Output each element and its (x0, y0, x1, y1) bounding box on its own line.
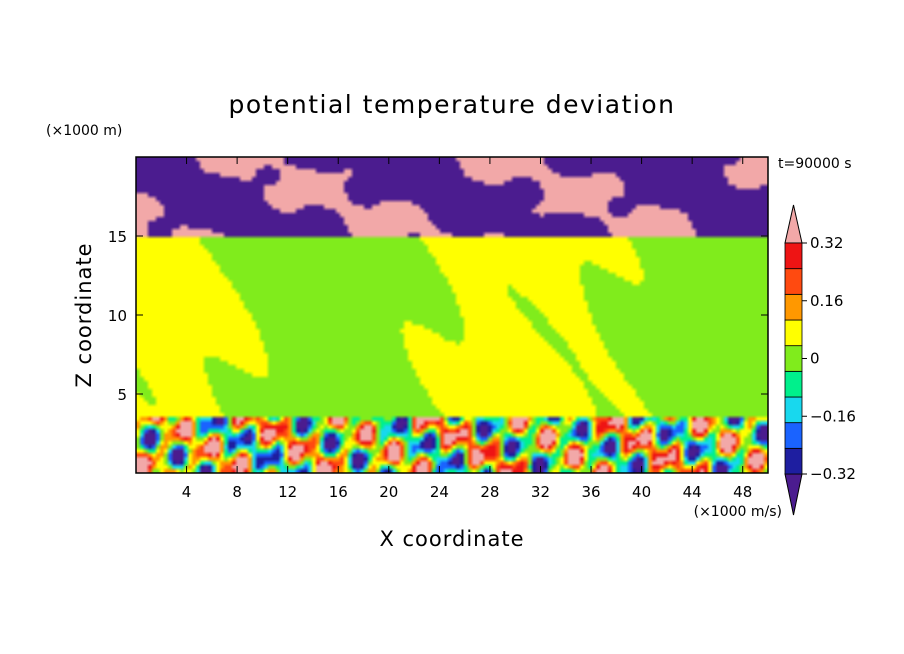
colorbar-segment (784, 293, 803, 321)
y-tick-label: 5 (117, 386, 127, 404)
y-axis-ticks: 5 10 15 (108, 228, 768, 404)
colorbar-tick-label: 0.32 (810, 234, 843, 252)
x-axis-label: X coordinate (379, 527, 524, 551)
y-axis-label: Z coordinate (72, 242, 96, 387)
colorbar-extend-max (784, 204, 803, 244)
x-tick-label: 20 (379, 483, 398, 501)
colorbar-segment (784, 319, 803, 347)
colorbar-segment (784, 268, 803, 295)
colorbar-extend-min (784, 473, 803, 516)
contour-field (136, 157, 768, 473)
chart-title: potential temperature deviation (229, 90, 676, 119)
colorbar-tick-label: 0.16 (810, 292, 843, 310)
colorbar-tick-label: −0.16 (810, 407, 856, 425)
colorbar-tick-label: −0.32 (810, 465, 856, 483)
x-tick-label: 4 (182, 483, 192, 501)
x-units-label: (×1000 m/s) (694, 504, 782, 520)
x-tick-label: 44 (683, 483, 702, 501)
x-tick-label: 16 (329, 483, 348, 501)
colorbar-segment (784, 242, 803, 270)
time-label: t=90000 s (778, 156, 852, 172)
colorbar-segment (784, 422, 803, 449)
x-axis-ticks: 4 8 12 16 20 24 28 32 36 40 44 48 (182, 157, 752, 501)
colorbar-segment (784, 396, 803, 424)
x-tick-label: 24 (430, 483, 449, 501)
y-tick-label: 15 (108, 228, 127, 246)
x-tick-label: 8 (232, 483, 242, 501)
x-tick-label: 28 (480, 483, 499, 501)
colorbar-segment (784, 345, 803, 372)
colorbar-segment (784, 447, 803, 475)
x-tick-label: 40 (632, 483, 651, 501)
contour-fill (136, 157, 768, 473)
colorbar: 0.32 0.16 0 −0.16 −0.32 (784, 204, 856, 516)
x-tick-label: 36 (581, 483, 600, 501)
colorbar-segment (784, 370, 803, 398)
x-tick-label: 48 (733, 483, 752, 501)
x-tick-label: 12 (278, 483, 297, 501)
colorbar-tick-label: 0 (810, 350, 820, 368)
y-units-label: (×1000 m) (46, 123, 122, 139)
y-tick-label: 10 (108, 307, 127, 325)
x-tick-label: 32 (531, 483, 550, 501)
